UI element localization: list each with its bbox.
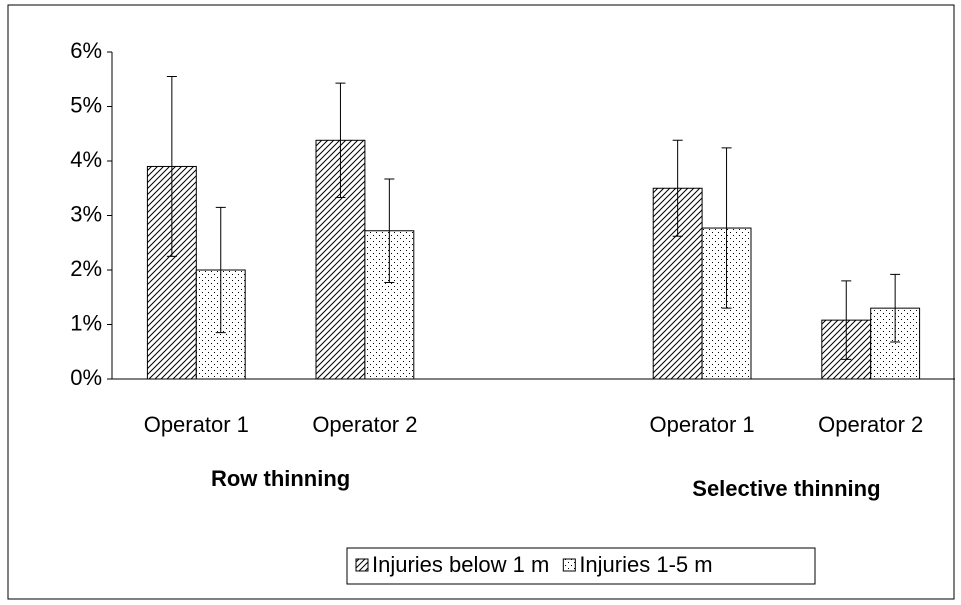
error-bar (335, 82, 346, 199)
x-tick-label: Operator 1 (650, 412, 755, 437)
x-tick-label: Operator 2 (818, 412, 923, 437)
group-label: Selective thinning (692, 476, 880, 501)
x-tick-label: Operator 2 (312, 412, 417, 437)
legend-label: Injuries below 1 m (372, 552, 549, 577)
y-tick-label: 4% (70, 147, 102, 172)
x-tick-label: Operator 1 (144, 412, 249, 437)
y-tick-label: 3% (70, 201, 102, 226)
y-tick-label: 2% (70, 256, 102, 281)
y-tick-label: 0% (70, 365, 102, 390)
legend-swatch (355, 558, 369, 572)
legend-swatch (562, 558, 576, 572)
error-bar (890, 273, 901, 343)
y-tick-label: 1% (70, 310, 102, 335)
legend-label: Injuries 1-5 m (579, 552, 712, 577)
y-tick-label: 5% (70, 92, 102, 117)
error-bar (215, 206, 226, 334)
error-bar (672, 139, 683, 237)
error-bar (384, 178, 395, 284)
error-bar (721, 147, 732, 309)
legend-box (346, 547, 816, 585)
y-tick-label: 6% (70, 38, 102, 63)
error-bar (841, 280, 852, 360)
error-bar (166, 76, 177, 257)
group-label: Row thinning (211, 466, 350, 491)
